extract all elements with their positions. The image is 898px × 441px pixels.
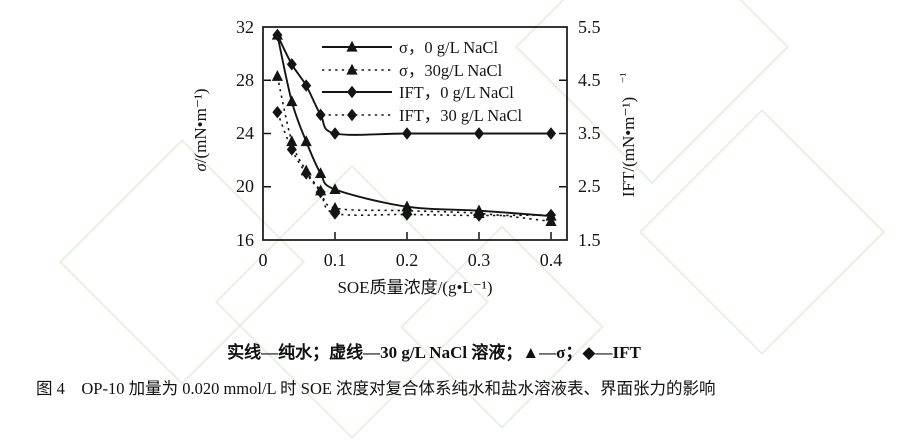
triangle-marker-sigma-0 [315,167,327,179]
diamond-marker-ift-0 [546,127,557,140]
legend-note: 实线—纯水；虚线—30 g/L NaCl 溶液；▲—σ；◆—IFT [227,343,641,362]
x-axis-tick-label: 0.1 [323,250,347,270]
diamond-marker-ift-30 [272,106,283,119]
legend-label: IFT，0 g/L NaCl [399,83,514,103]
legend-sample-solid-triangle [322,41,392,52]
diamond-marker-ift-30 [301,167,312,180]
left-axis-tick-label: 24 [236,123,254,143]
left-axis-unit: /(mN•m⁻¹) [191,88,210,164]
chart-figure: 32 28 24 20 16 5.5 4.5 3.5 2.5 1.5 0 0.1 0.2 0.3 0.4 S… [191,16,638,298]
triangle-marker-sigma-0 [329,183,341,195]
legend-sample-dotted-triangle [322,63,392,75]
diamond-marker-ift-0 [272,28,283,42]
left-axis-tick-label: 20 [236,176,254,197]
figure-caption: 图 4 OP-10 加量为 0.020 mmol/L 时 SOE 浓度对复合体系… [36,379,716,398]
diamond-marker-ift-0 [402,127,413,140]
legend-label: σ，30g/L NaCl [399,60,503,80]
diamond-marker-ift-30 [330,207,340,220]
diamond-marker-ift-30 [402,208,413,221]
chart-legend: σ，0 g/L NaCl σ，30g/L NaCl IFT，0 g/L NaCl IF… [322,35,522,125]
right-axis-superscript-fragment: ⁻¹ [617,72,632,84]
left-axis-tick-label: 28 [236,69,254,90]
diamond-marker-ift-0 [474,127,485,140]
x-axis-tick-label: 0 [258,250,268,270]
diamond-marker-ift-30 [315,185,326,199]
diamond-marker-ift-30 [286,143,297,156]
triangle-icon [346,41,358,52]
right-axis-tick-label: 5.5 [578,16,601,37]
sigma-symbol: σ [191,163,210,172]
diamond-marker-ift-0 [286,58,297,71]
legend-item-ift-0: IFT，0 g/L NaCl [322,80,522,103]
legend-sample-solid-diamond [322,86,392,99]
triangle-icon [346,63,358,75]
triangle-marker-sigma-0 [300,135,312,147]
triangle-marker-sigma-0 [286,95,298,107]
x-axis-title-text: SOE质量浓度/(g•L⁻¹) [337,278,493,297]
x-axis-tick-label: 0.4 [539,250,563,270]
x-axis-title: SOE质量浓度/(g•L⁻¹) [263,273,567,298]
left-axis-title: σ/(mN•m⁻¹) [191,88,211,171]
series-line-ift-30 [276,111,552,217]
plot-frame [262,26,568,241]
x-axis-tick-label: 0.2 [395,250,419,270]
diamond-icon [347,86,357,99]
legend-sample-dotted-diamond [322,108,392,121]
left-axis-tick-label: 32 [236,16,254,37]
right-axis-tick-label: 4.5 [578,69,601,90]
right-axis-tick-label: 3.5 [578,123,601,143]
right-axis-tick-label: 1.5 [578,229,601,250]
legend-label: IFT，30 g/L NaCl [399,105,523,125]
diamond-marker-ift-30 [546,208,557,222]
diamond-marker-ift-0 [301,79,312,92]
triangle-marker-sigma-30 [271,70,283,81]
right-axis-tick-label: 2.5 [578,176,601,197]
x-axis-tick-label: 0.3 [467,250,491,270]
legend-label: σ，0 g/L NaCl [399,38,499,58]
diamond-marker-ift-0 [315,108,326,122]
legend-item-sigma-30: σ，30g/L NaCl [322,58,522,81]
left-axis-tick-label: 16 [236,229,254,250]
legend-item-sigma-0: σ，0 g/L NaCl [322,35,522,58]
diamond-marker-ift-30 [474,209,485,222]
diamond-marker-ift-0 [330,127,340,140]
legend-item-ift-30: IFT，30 g/L NaCl [322,103,522,126]
diamond-icon [347,108,357,121]
right-axis-title: IFT/(mN•m⁻¹) [619,96,638,198]
